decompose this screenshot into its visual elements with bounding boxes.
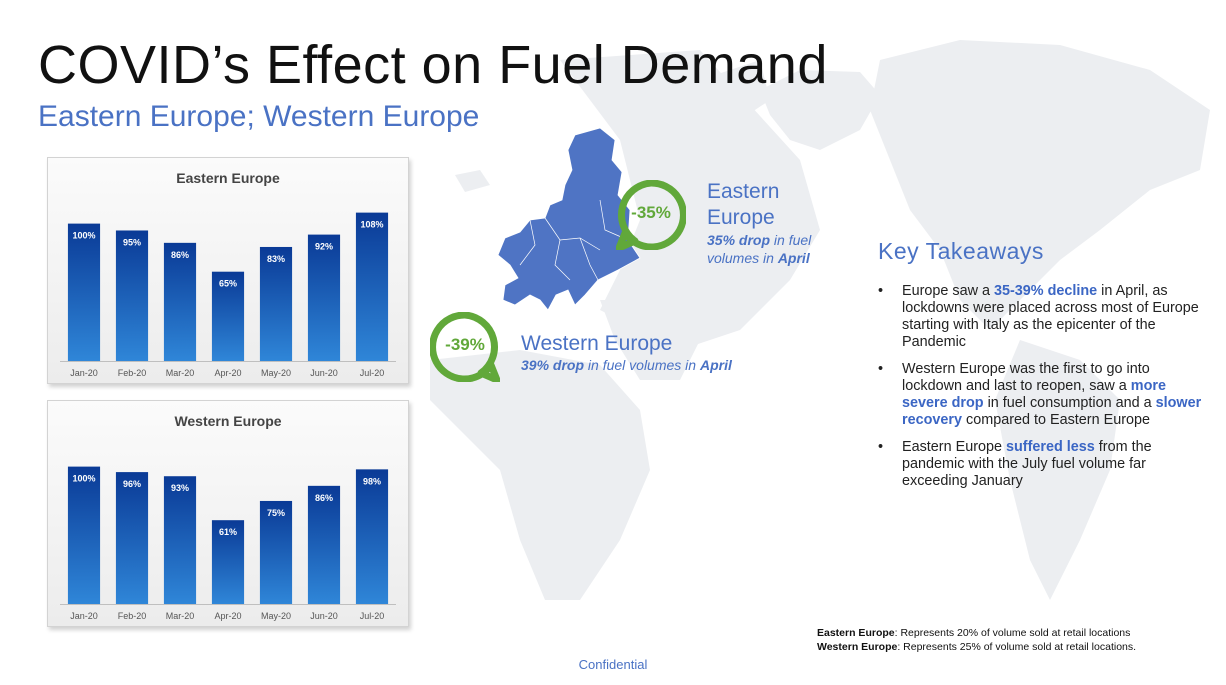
bar [67, 466, 101, 604]
slide-subtitle: Eastern Europe; Western Europe [38, 100, 480, 133]
region-name-western-europe: Western Europe [521, 332, 673, 355]
x-tick-label: Feb-20 [118, 611, 147, 621]
x-tick-label: Mar-20 [166, 611, 195, 621]
bar [355, 469, 389, 604]
map-pin-western-europe: -39% [430, 312, 500, 382]
bar [259, 246, 293, 361]
bar [115, 472, 149, 604]
bar [355, 212, 389, 361]
data-label: 98% [363, 476, 381, 486]
x-tick-label: Jun-20 [310, 368, 338, 378]
bar [211, 520, 245, 604]
bar [163, 242, 197, 361]
data-label: 96% [123, 479, 141, 489]
slide-title: COVID’s Effect on Fuel Demand [38, 35, 828, 95]
key-takeaways-list: • Europe saw a 35-39% decline in April, a… [878, 283, 1213, 500]
map-asia [560, 50, 820, 350]
bar [163, 476, 197, 604]
data-label: 86% [315, 493, 333, 503]
region-note-eastern-europe: 35% drop in fuel volumes in April [707, 232, 812, 266]
data-label: 83% [267, 254, 285, 264]
bar [67, 223, 101, 361]
chart-title: Eastern Europe [176, 170, 280, 186]
map-iceland [455, 170, 490, 192]
data-label: 75% [267, 508, 285, 518]
map-pin-eastern-europe: -35% [616, 180, 686, 250]
data-label: 100% [72, 474, 95, 484]
bar-chart-eastern-europe: Eastern Europe 100% Jan-20 95% Feb-20 86% Mar-… [60, 170, 396, 378]
chart-panel-western-europe: Western Europe 100% Jan-20 96% Feb-20 93% Mar-… [47, 400, 409, 627]
takeaway-item: • Western Europe was the first to go into… [878, 361, 1202, 428]
data-label: 61% [219, 527, 237, 537]
bullet-dot-icon: • [878, 361, 884, 377]
data-label: 108% [360, 220, 383, 230]
map-middle-east [600, 300, 700, 380]
x-tick-label: Jan-20 [70, 368, 98, 378]
x-tick-label: Jul-20 [360, 611, 385, 621]
footnotes: Eastern Europe: Represents 20% of volume… [817, 626, 1136, 654]
takeaway-item: • Europe saw a 35-39% decline in April, a… [878, 283, 1199, 350]
bar [211, 271, 245, 361]
badge-western-drop: -39% [445, 335, 485, 354]
x-tick-label: Feb-20 [118, 368, 147, 378]
takeaway-item: • Eastern Europe suffered less from the p… [878, 439, 1152, 489]
map-greenland-west [700, 60, 770, 120]
bar [307, 234, 341, 361]
data-label: 95% [123, 237, 141, 247]
bar [115, 230, 149, 361]
bullet-dot-icon: • [878, 283, 884, 299]
region-note-western-europe: 39% drop in fuel volumes in April [521, 357, 732, 373]
confidential-label: Confidential [578, 657, 648, 672]
region-name-eastern-europe: Eastern Europe [707, 180, 780, 229]
map-north-america [870, 40, 1210, 330]
bullet-dot-icon: • [878, 439, 884, 455]
map-south-america [995, 340, 1120, 600]
bar [307, 485, 341, 604]
map-greenland [760, 70, 880, 150]
x-tick-label: Apr-20 [214, 611, 241, 621]
bar [259, 500, 293, 604]
map-pin-icon [616, 180, 686, 250]
x-tick-label: Jan-20 [70, 611, 98, 621]
x-tick-label: Jul-20 [360, 368, 385, 378]
map-pin-icon [430, 312, 500, 382]
x-tick-label: May-20 [261, 611, 291, 621]
bar-chart-western-europe: Western Europe 100% Jan-20 96% Feb-20 93% Mar-… [60, 413, 396, 621]
x-tick-label: Apr-20 [214, 368, 241, 378]
footnote-eastern: Eastern Europe: Represents 20% of volume… [817, 627, 1131, 639]
x-tick-label: Mar-20 [166, 368, 195, 378]
x-tick-label: Jun-20 [310, 611, 338, 621]
badge-eastern-drop: -35% [631, 203, 671, 222]
data-label: 93% [171, 483, 189, 493]
data-label: 65% [219, 279, 237, 289]
chart-title: Western Europe [174, 413, 281, 429]
footnote-western: Western Europe: Represents 25% of volume… [817, 641, 1137, 653]
chart-panel-eastern-europe: Eastern Europe 100% Jan-20 95% Feb-20 86% Mar-… [47, 157, 409, 384]
key-takeaways-heading: Key Takeaways [878, 238, 1044, 264]
data-label: 86% [171, 250, 189, 260]
x-tick-label: May-20 [261, 368, 291, 378]
data-label: 100% [72, 231, 95, 241]
data-label: 92% [315, 242, 333, 252]
map-africa [430, 350, 650, 600]
